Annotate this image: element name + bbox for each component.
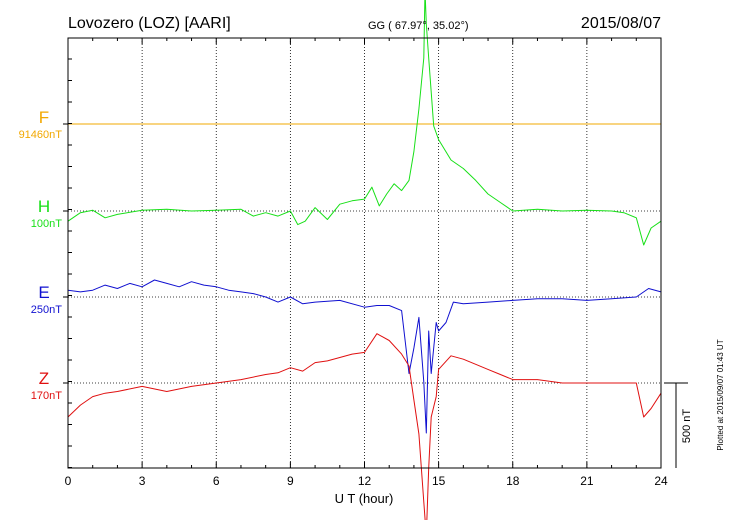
x-tick-label: 15: [432, 474, 446, 488]
baseline-layer: [63, 123, 661, 384]
x-tick-label: 9: [287, 474, 294, 488]
plot-frame: [67, 37, 662, 469]
series-baseline-h: 100nT: [31, 218, 62, 230]
x-tick-label: 12: [358, 474, 372, 488]
series-name-h: H: [38, 197, 50, 216]
x-tick-label: 21: [580, 474, 594, 488]
scale-bar-label: 500 nT: [681, 409, 693, 444]
series-baseline-f: 91460nT: [19, 129, 63, 141]
series-line-e: [67, 279, 662, 434]
x-tick-label: 18: [506, 474, 520, 488]
x-tick-label: 24: [654, 474, 668, 488]
series-name-e: E: [38, 283, 49, 302]
series-name-f: F: [39, 108, 49, 127]
x-tick-label: 6: [213, 474, 220, 488]
series-layer: [67, 0, 662, 520]
label-layer: F 91460nT H 100nT E 250nT Z 170nT: [19, 108, 63, 402]
geographic-coordinates: GG ( 67.97°, 35.02°): [368, 20, 469, 32]
grid-layer: [141, 38, 588, 468]
x-tick-label: 0: [65, 474, 72, 488]
x-tick-label: 3: [139, 474, 146, 488]
station-title: Lovozero (LOZ) [AARI]: [68, 15, 231, 32]
series-baseline-e: 250nT: [31, 304, 62, 316]
date-label: 2015/08/07: [581, 15, 661, 32]
series-name-z: Z: [39, 369, 49, 388]
x-axis-label: U T (hour): [335, 491, 394, 506]
series-line-z: [67, 333, 662, 520]
series-line-h: [67, 0, 662, 246]
scale-bar: 500 nT: [664, 382, 693, 468]
tick-layer: 0 3 6 9 12 15 18 21 24: [65, 38, 668, 488]
plotted-note: Plotted at 2015/09/07 01:43 UT: [716, 339, 725, 450]
series-baseline-z: 170nT: [31, 390, 62, 402]
